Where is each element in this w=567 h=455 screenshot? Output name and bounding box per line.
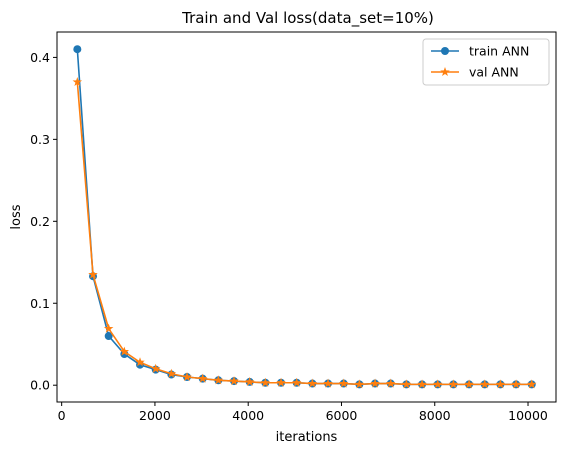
data-point — [103, 323, 114, 333]
data-point — [526, 379, 537, 389]
axes-frame — [56, 31, 557, 403]
data-point — [511, 379, 521, 389]
data-point — [323, 378, 333, 388]
data-point — [276, 377, 286, 387]
data-point — [72, 76, 83, 87]
y-tick-label: 0.2 — [30, 214, 50, 229]
x-tick-label: 4000 — [232, 408, 264, 423]
data-point — [338, 378, 349, 388]
data-point — [432, 379, 443, 389]
data-point — [229, 376, 239, 386]
y-tick-label: 0.1 — [30, 296, 50, 311]
data-point — [307, 378, 318, 388]
legend-item: val ANN — [431, 65, 519, 80]
data-point — [197, 373, 208, 383]
data-point — [448, 379, 459, 389]
series-1 — [72, 76, 537, 389]
data-point — [479, 379, 490, 389]
data-point — [73, 45, 82, 54]
data-point — [88, 269, 98, 279]
data-point — [213, 375, 224, 385]
plot-area: 0 2000 4000 6000 8000 10000 0.0 0.1 0.2 0.3 0.4 — [30, 31, 557, 423]
y-tick-label: 0.3 — [30, 132, 50, 147]
x-tick-label: 0 — [58, 408, 66, 423]
series-line — [76, 81, 532, 386]
y-tick-label: 0.0 — [30, 378, 50, 393]
data-point — [260, 377, 271, 387]
legend: train ANN val ANN — [422, 38, 550, 86]
data-point — [291, 377, 302, 387]
legend-label: train ANN — [469, 44, 529, 59]
chart-title: Train and Val loss(data_set=10%) — [181, 9, 434, 28]
series-0 — [73, 45, 536, 389]
legend-label: val ANN — [469, 65, 519, 80]
series-layer — [72, 45, 537, 389]
legend-marker — [440, 67, 450, 77]
series-line — [76, 49, 532, 386]
data-point — [495, 379, 506, 389]
x-tick-label: 2000 — [139, 408, 171, 423]
data-point — [182, 372, 192, 382]
legend-item: train ANN — [431, 44, 529, 59]
data-point — [135, 357, 145, 367]
data-point — [104, 332, 113, 341]
x-tick-label: 6000 — [326, 408, 358, 423]
data-point — [417, 379, 427, 389]
data-point — [385, 378, 396, 388]
data-point — [370, 378, 380, 388]
y-axis-label: loss — [9, 204, 24, 229]
legend-marker — [441, 47, 449, 55]
data-point — [166, 368, 177, 378]
data-point — [119, 346, 130, 356]
data-point — [464, 379, 474, 389]
x-axis-label: iterations — [276, 430, 338, 445]
data-point — [244, 376, 255, 386]
data-point — [354, 379, 365, 389]
data-point — [401, 379, 412, 389]
x-tick-label: 10000 — [508, 408, 548, 423]
axis-ticks: 0 2000 4000 6000 8000 10000 0.0 0.1 0.2 0.3 0.4 — [30, 50, 548, 423]
y-tick-label: 0.4 — [30, 50, 50, 65]
data-point — [150, 363, 161, 373]
x-tick-label: 8000 — [419, 408, 451, 423]
